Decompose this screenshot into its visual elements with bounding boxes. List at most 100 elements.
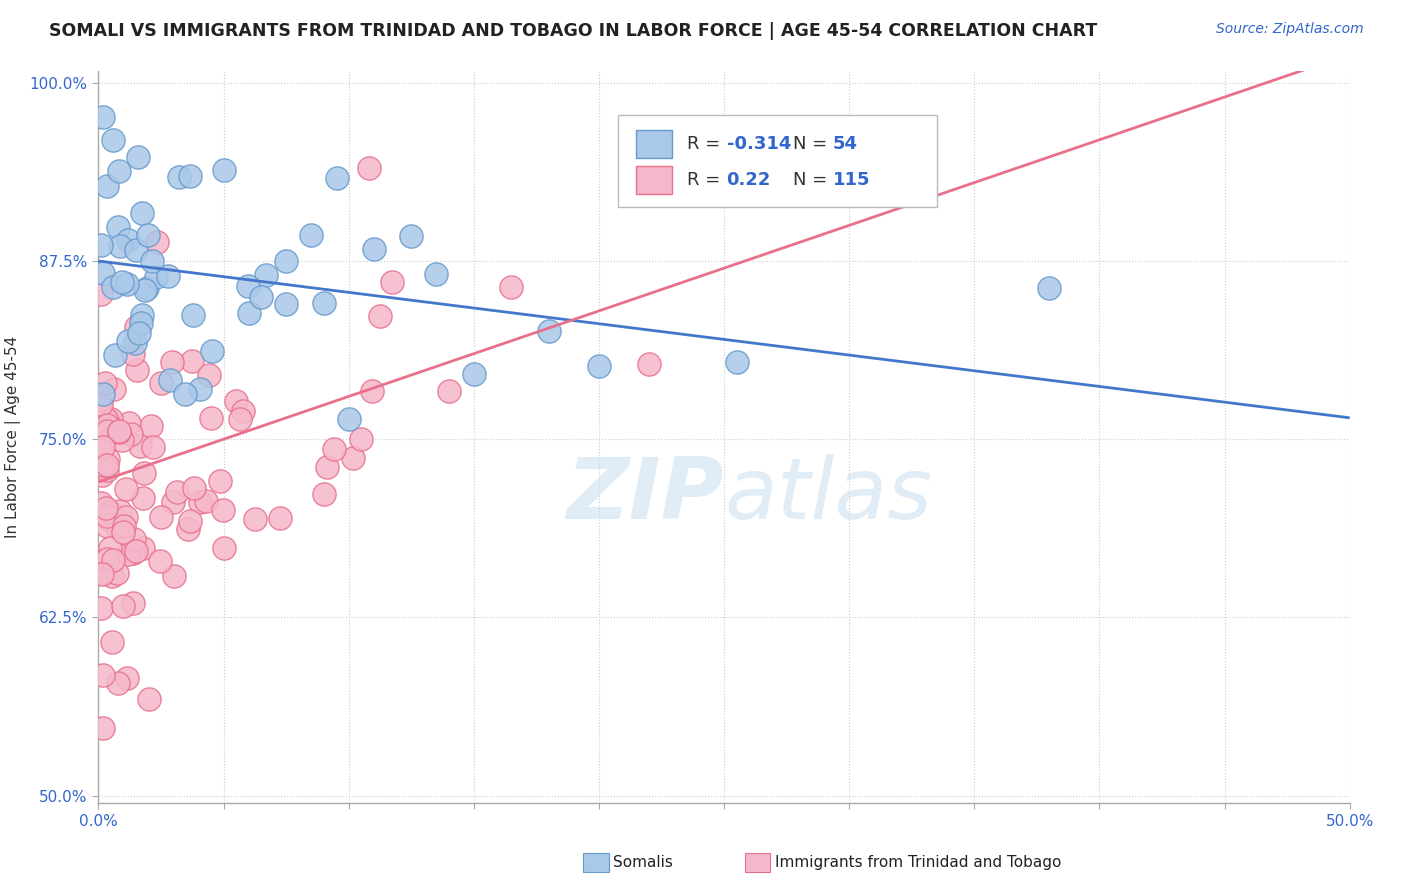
Point [103,382,125,396]
Point [127,150,149,164]
Point [195,494,218,508]
Point [183,481,205,495]
Point [114,482,136,496]
Point [363,242,385,256]
Point [254,268,277,283]
Point [97,451,120,466]
Point [96,418,118,433]
Point [316,460,339,475]
FancyBboxPatch shape [617,115,936,207]
Point [250,289,273,303]
Point [437,384,460,398]
Point [101,280,124,294]
Point [117,334,139,349]
Text: N =: N = [793,171,832,189]
Point [380,275,402,289]
Point [370,309,392,323]
Y-axis label: In Labor Force | Age 45-54: In Labor Force | Age 45-54 [6,336,21,538]
Point [243,512,266,526]
Point [98,505,121,519]
Point [269,510,291,524]
Point [160,354,183,368]
Point [125,544,148,558]
Point [90,467,112,482]
Point [121,546,143,560]
Point [142,440,165,454]
Point [103,133,125,147]
Point [105,566,128,581]
Point [121,347,143,361]
Point [163,569,186,583]
Point [93,387,115,401]
Point [122,597,145,611]
Point [359,161,381,176]
Point [115,277,138,291]
Point [149,553,172,567]
Text: ZIP: ZIP [567,454,724,537]
Point [225,394,247,409]
Point [101,569,124,583]
Point [131,205,153,219]
Point [117,233,139,247]
Point [322,442,344,456]
Point [138,691,160,706]
Point [96,412,118,426]
Point [94,412,117,426]
Point [124,335,146,350]
Point [129,317,152,331]
Point [274,253,298,268]
Point [90,566,112,580]
Point [149,510,172,524]
Point [214,541,236,555]
Point [141,253,163,268]
Point [91,668,114,682]
Point [115,671,138,685]
Text: 54: 54 [832,135,858,153]
Text: -0.314: -0.314 [727,135,792,153]
Point [125,244,148,258]
Point [501,280,523,294]
Point [146,235,169,250]
Point [96,509,118,524]
Point [91,440,114,454]
Point [112,519,135,533]
Point [90,601,112,615]
Point [125,320,148,334]
Point [208,474,231,488]
Point [131,308,153,322]
Point [188,383,211,397]
Bar [637,167,672,194]
Point [93,722,115,736]
Point [111,275,134,289]
Point [122,533,145,547]
Point [159,372,181,386]
Point [167,170,190,185]
Text: R =: R = [686,171,725,189]
Text: N =: N = [793,135,832,153]
Point [90,442,112,457]
Point [638,357,661,371]
Point [188,495,211,509]
Point [125,363,148,377]
Point [136,228,159,243]
Point [111,433,134,447]
Point [96,463,118,477]
Point [238,306,260,320]
Point [108,424,131,438]
Point [326,170,349,185]
Point [360,384,382,398]
Point [145,269,167,284]
Point [179,169,201,184]
Point [101,552,124,566]
Text: atlas: atlas [724,454,932,537]
Point [107,425,129,440]
Point [111,525,134,540]
Point [132,491,155,505]
Point [90,392,112,407]
Point [149,376,172,390]
Point [112,599,135,613]
Text: Immigrants from Trinidad and Tobago: Immigrants from Trinidad and Tobago [775,855,1062,870]
Point [179,514,201,528]
Point [90,566,112,581]
Point [90,387,112,401]
